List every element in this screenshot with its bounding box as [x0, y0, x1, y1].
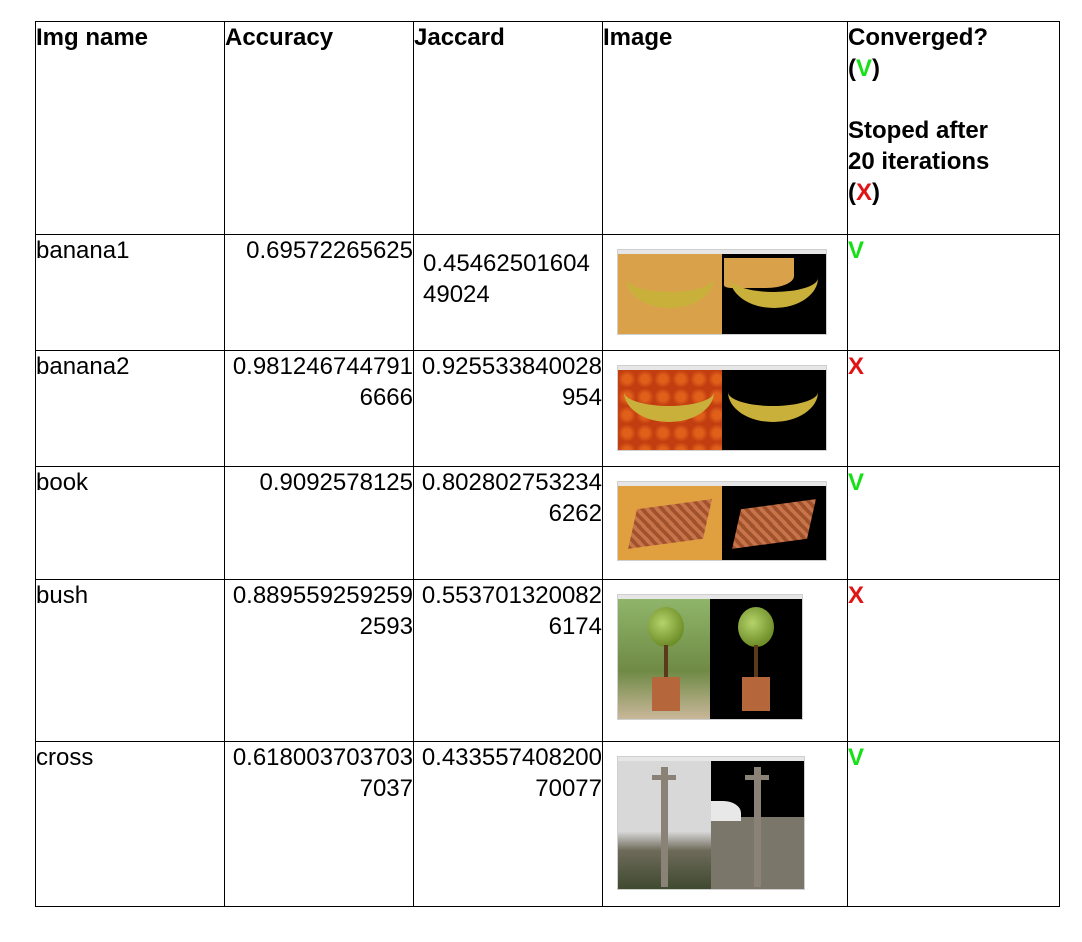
- jaccard-cell: 0.8028027532346262: [413, 466, 603, 580]
- segmented-image: [722, 370, 826, 450]
- segmentation-thumbnail: [617, 481, 827, 561]
- accuracy-cell: 0.6180037037037037: [224, 741, 414, 907]
- segmentation-thumbnail: [617, 249, 827, 335]
- jaccard-cell: 0.925533840028954: [413, 350, 603, 467]
- check-mark-v: V: [856, 55, 873, 82]
- converged-title: Converged?: [848, 24, 989, 51]
- original-image: [618, 599, 710, 719]
- header-jaccard: Jaccard: [413, 21, 603, 235]
- img-name-cell: bush: [35, 579, 225, 742]
- image-cell: [602, 466, 848, 580]
- header-image: Image: [602, 21, 848, 235]
- jaccard-cell: 0.5537013200826174: [413, 579, 603, 742]
- converged-cell: V: [847, 466, 1060, 580]
- table-row: banana2 0.9812467447916666 0.92553384002…: [35, 350, 1060, 467]
- original-image: [618, 370, 722, 450]
- segmented-image: [722, 486, 826, 560]
- accuracy-cell: 0.9812467447916666: [224, 350, 414, 467]
- table-row: book 0.9092578125 0.8028027532346262 V: [35, 466, 1060, 580]
- segmented-image: [710, 599, 802, 719]
- segmented-image: [722, 254, 826, 334]
- converged-yes-legend: (V): [848, 55, 881, 82]
- segmentation-thumbnail: [617, 365, 827, 451]
- jaccard-cell: 0.4546250160449024: [413, 234, 603, 351]
- accuracy-cell: 0.69572265625: [224, 234, 414, 351]
- accuracy-cell: 0.8895592592592593: [224, 579, 414, 742]
- cross-mark-x: X: [856, 179, 873, 206]
- jaccard-cell: 0.43355740820070077: [413, 741, 603, 907]
- converged-no-legend: (X): [848, 179, 881, 206]
- image-cell: [602, 350, 848, 467]
- image-cell: [602, 579, 848, 742]
- converged-cell: X: [847, 579, 1060, 742]
- img-name-cell: book: [35, 466, 225, 580]
- table-row: banana1 0.69572265625 0.4546250160449024…: [35, 234, 1060, 351]
- stopped-line-1: Stoped after: [848, 117, 989, 144]
- header-accuracy: Accuracy: [224, 21, 414, 235]
- segmentation-thumbnail: [617, 756, 805, 890]
- converged-cell: X: [847, 350, 1060, 467]
- original-image: [618, 254, 722, 334]
- converged-cell: V: [847, 741, 1060, 907]
- header-row: Img name Accuracy Jaccard Image Converge…: [35, 21, 1060, 235]
- img-name-cell: cross: [35, 741, 225, 907]
- image-cell: [602, 234, 848, 351]
- table-row: cross 0.6180037037037037 0.4335574082007…: [35, 741, 1060, 907]
- header-converged: Converged? (V) Stoped after 20 iteration…: [847, 21, 1060, 235]
- results-table: Img name Accuracy Jaccard Image Converge…: [35, 21, 1060, 907]
- table-row: bush 0.8895592592592593 0.55370132008261…: [35, 579, 1060, 742]
- segmentation-thumbnail: [617, 594, 803, 720]
- segmented-image: [711, 761, 804, 889]
- stopped-line-2: 20 iterations: [848, 148, 990, 175]
- image-cell: [602, 741, 848, 907]
- header-img-name: Img name: [35, 21, 225, 235]
- accuracy-cell: 0.9092578125: [224, 466, 414, 580]
- original-image: [618, 486, 722, 560]
- converged-cell: V: [847, 234, 1060, 351]
- img-name-cell: banana1: [35, 234, 225, 351]
- img-name-cell: banana2: [35, 350, 225, 467]
- original-image: [618, 761, 711, 889]
